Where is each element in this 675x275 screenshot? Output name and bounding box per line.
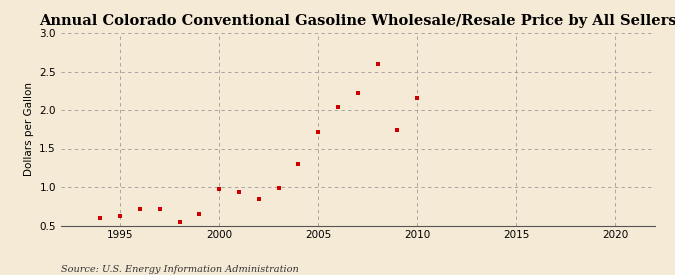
Point: [293, 162, 304, 166]
Y-axis label: Dollars per Gallon: Dollars per Gallon: [24, 82, 34, 176]
Point: [134, 206, 145, 211]
Point: [253, 196, 264, 201]
Point: [372, 62, 383, 66]
Title: Annual Colorado Conventional Gasoline Wholesale/Resale Price by All Sellers: Annual Colorado Conventional Gasoline Wh…: [39, 14, 675, 28]
Point: [115, 214, 126, 218]
Point: [412, 96, 423, 101]
Point: [333, 105, 344, 109]
Point: [313, 129, 323, 134]
Point: [174, 219, 185, 224]
Point: [392, 128, 403, 132]
Point: [352, 91, 363, 95]
Point: [155, 206, 165, 211]
Point: [194, 212, 205, 216]
Point: [234, 189, 244, 194]
Text: Source: U.S. Energy Information Administration: Source: U.S. Energy Information Administ…: [61, 265, 298, 274]
Point: [273, 186, 284, 190]
Point: [95, 216, 106, 220]
Point: [214, 187, 225, 191]
